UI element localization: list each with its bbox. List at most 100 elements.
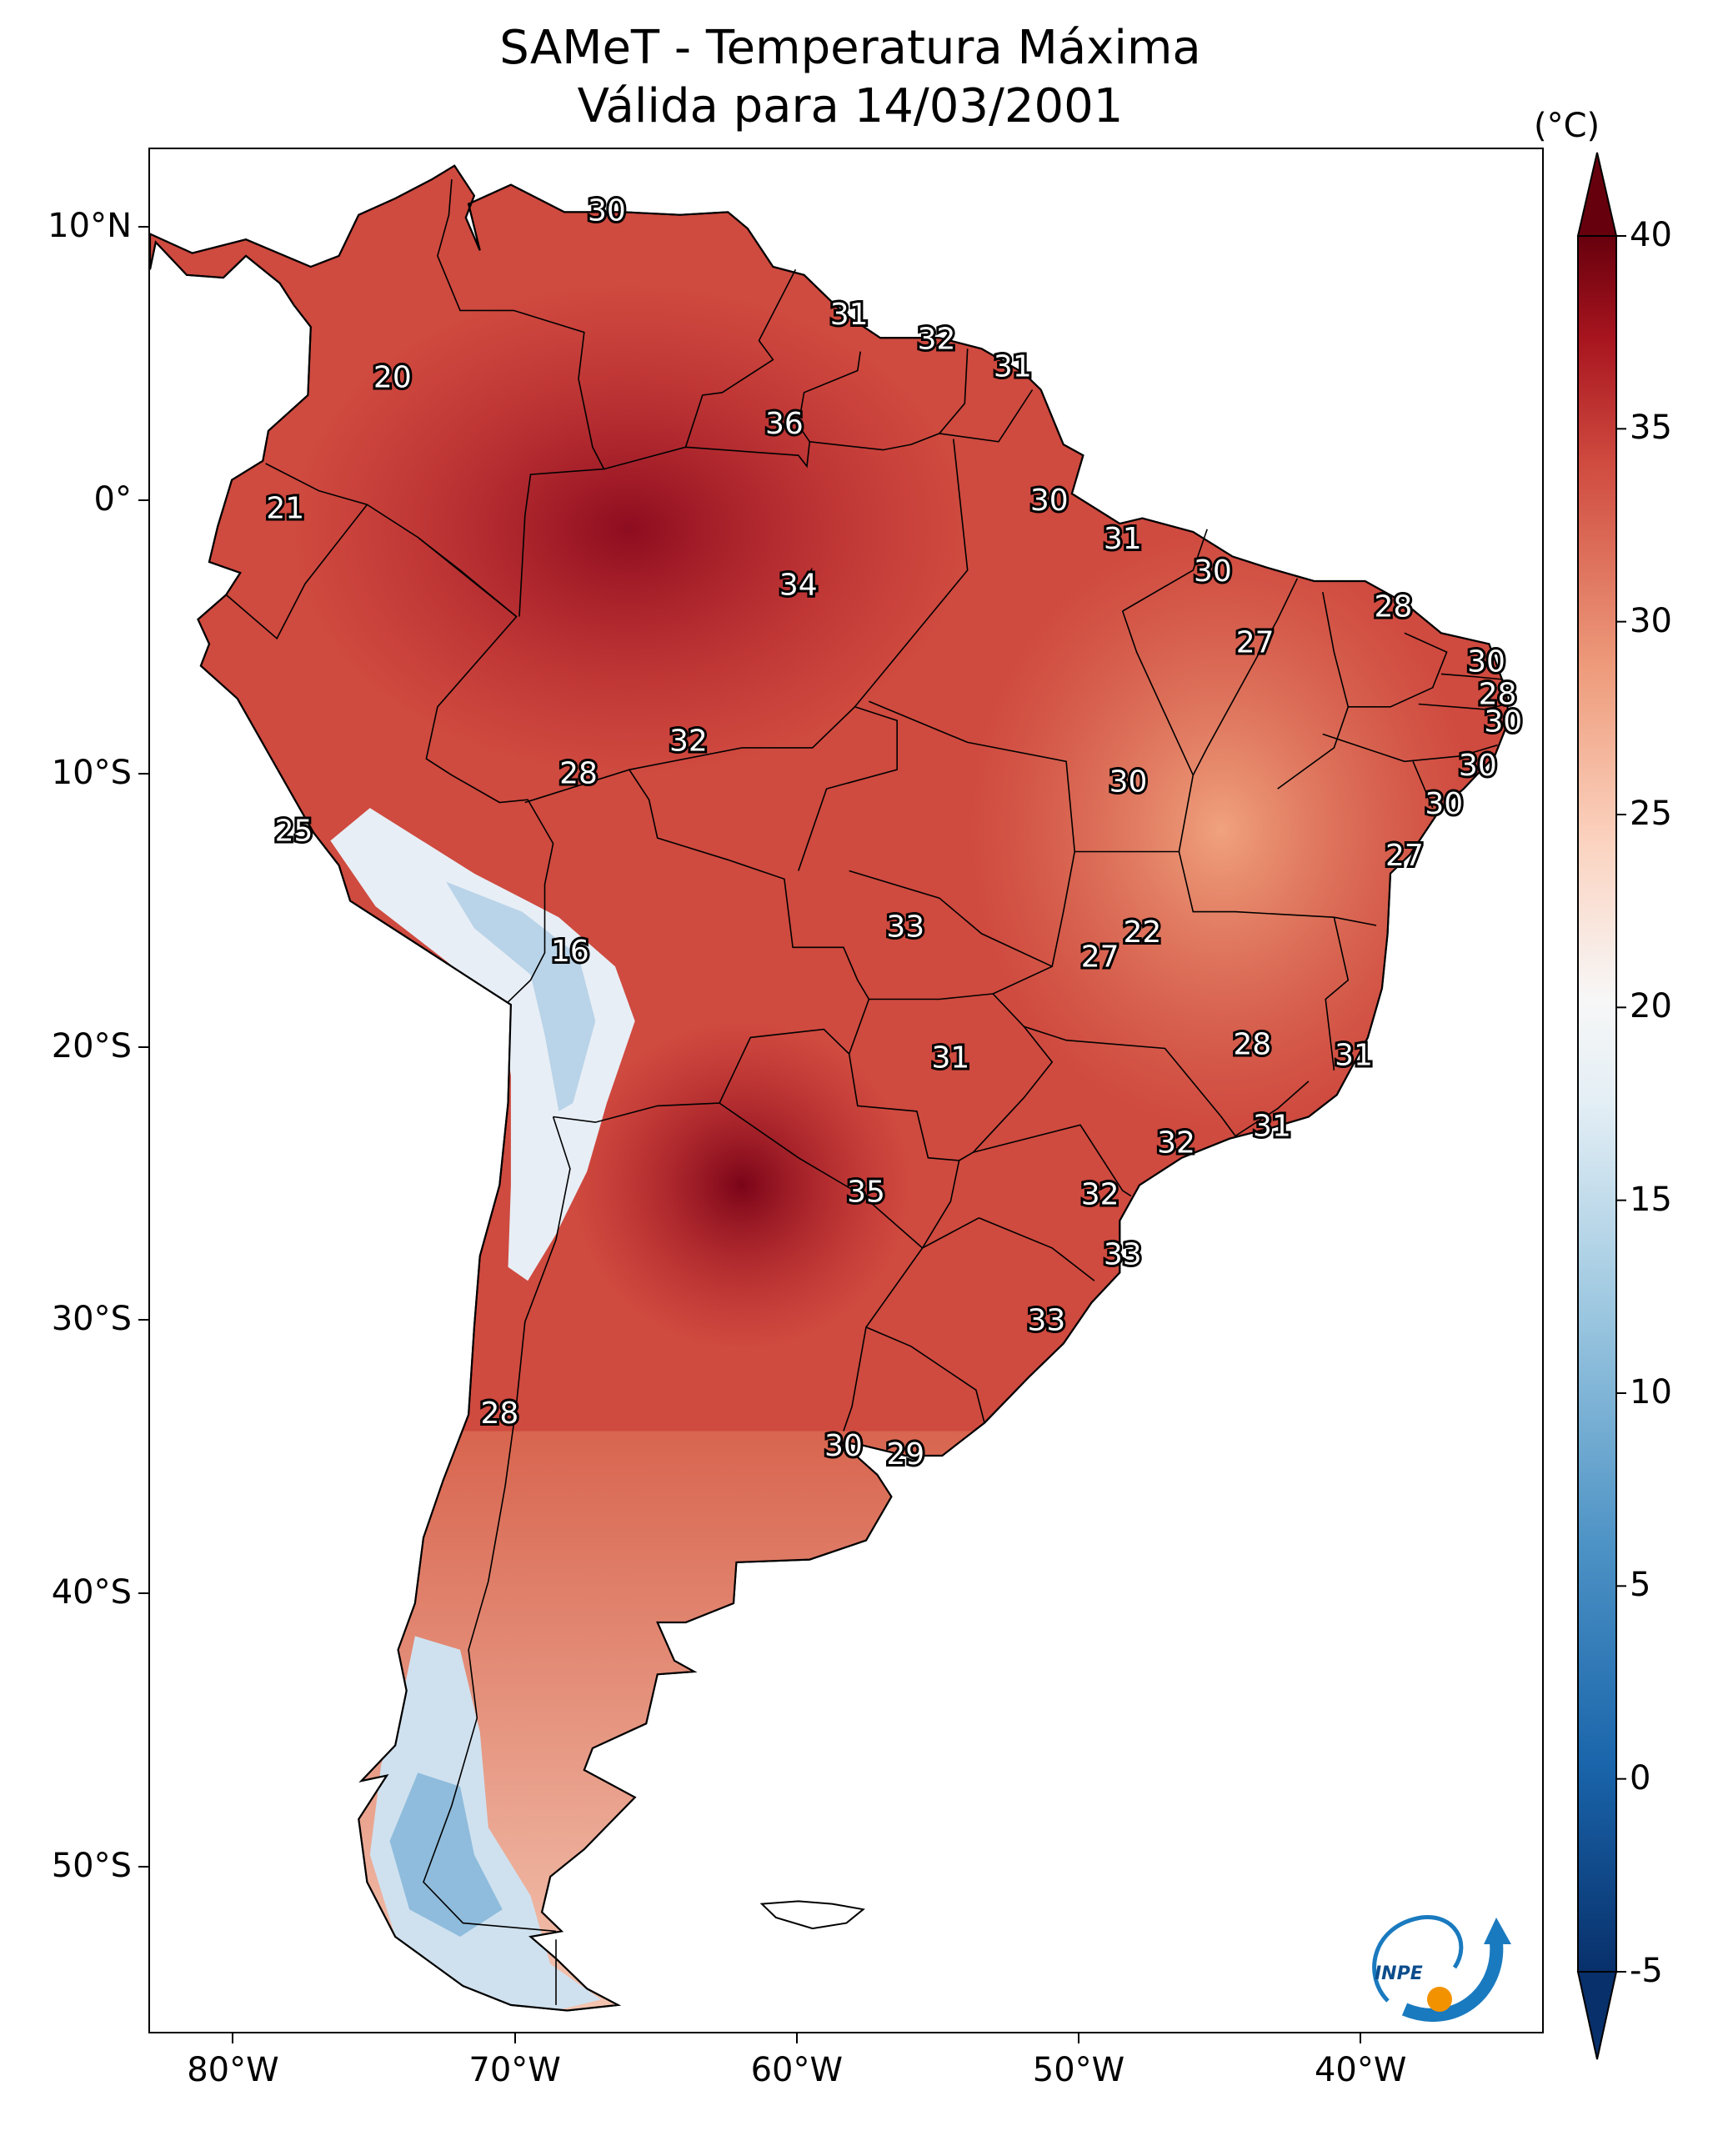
- longitude-tick-label: 40°W: [1314, 2051, 1407, 2089]
- latitude-tick: [138, 1866, 148, 1868]
- latitude-tick: [138, 1319, 148, 1321]
- station-value: 28: [1479, 678, 1517, 712]
- border-line: [869, 700, 1075, 852]
- station-value: 35: [847, 1175, 885, 1209]
- longitude-tick: [232, 2033, 234, 2043]
- station-value: 31: [1253, 1110, 1291, 1144]
- colorbar-tick-label: 40: [1630, 216, 1672, 254]
- coastline: [150, 164, 1510, 2012]
- border-line: [849, 870, 1053, 967]
- border-line: [719, 1053, 960, 1250]
- longitude-tick: [1360, 2033, 1362, 2043]
- colorbar-tick-label: 35: [1630, 409, 1672, 448]
- station-value: 36: [765, 407, 804, 441]
- station-value: 32: [918, 322, 956, 356]
- latitude-tick: [138, 1045, 148, 1048]
- latitude-tick: [138, 772, 148, 775]
- station-value: 30: [1030, 484, 1069, 518]
- colorbar-tick-label: 20: [1630, 987, 1672, 1026]
- station-value: 30: [1194, 554, 1232, 589]
- station-value: 27: [1236, 625, 1275, 659]
- border-line: [854, 439, 969, 708]
- longitude-tick-label: 50°W: [1032, 2051, 1125, 2089]
- station-value: 33: [1104, 1238, 1142, 1272]
- latitude-tick: [138, 1592, 148, 1595]
- colorbar-max-extend: [1576, 152, 1618, 237]
- border-line: [1122, 529, 1208, 612]
- border-line: [1192, 578, 1299, 776]
- station-value: 34: [779, 569, 818, 603]
- longitude-tick-label: 80°W: [187, 2051, 279, 2089]
- station-value: 31: [1104, 522, 1142, 556]
- border-line: [685, 351, 861, 469]
- latitude-tick-label: 50°S: [51, 1847, 132, 1886]
- map-title-line2: Válida para 14/03/2001: [577, 79, 1124, 133]
- station-value: 30: [1484, 704, 1522, 739]
- border-line: [843, 1326, 867, 1431]
- station-value: 27: [1081, 940, 1119, 974]
- temperature-field: [150, 283, 1509, 2011]
- station-value: 28: [480, 1396, 518, 1431]
- station-value: 32: [1157, 1126, 1195, 1160]
- border-line: [1178, 851, 1377, 926]
- border-line: [939, 389, 1034, 443]
- falkland-islands: [759, 1900, 865, 1930]
- station-value: 30: [588, 193, 626, 228]
- colorbar-min-extend: [1576, 1971, 1618, 2060]
- border-line: [1322, 733, 1498, 763]
- station-value: 20: [373, 360, 412, 394]
- border-line: [1418, 703, 1506, 710]
- border-line: [1235, 1081, 1310, 1137]
- longitude-tick-label: 60°W: [750, 2051, 844, 2089]
- border-line: [1412, 760, 1434, 809]
- border-line: [978, 1217, 1095, 1281]
- station-value: 32: [669, 724, 708, 758]
- border-line: [225, 504, 368, 640]
- station-value: 30: [824, 1429, 863, 1463]
- colorbar-unit: (°C): [1534, 107, 1600, 145]
- latitude-tick-label: 10°S: [51, 753, 132, 792]
- colorbar-tick-label: 0: [1630, 1758, 1651, 1798]
- border-line: [1122, 925, 1158, 943]
- station-value: 22: [1123, 915, 1161, 950]
- longitude-tick: [1078, 2033, 1079, 2043]
- border-line: [1348, 632, 1448, 708]
- border-line: [524, 769, 870, 1055]
- map-panel: 30 31 32 31 20 36 21 30 31 30 34 28 27 30 28 30 32 30 28 30…: [148, 148, 1544, 2033]
- station-value: 28: [1233, 1027, 1271, 1061]
- border-line: [959, 1025, 1054, 1161]
- latitude-tick-label: 30°S: [51, 1300, 132, 1339]
- station-value: 25: [275, 815, 313, 849]
- latitude-tick-label: 10°N: [48, 207, 132, 246]
- colorbar-ticks: [1616, 235, 1626, 1973]
- station-value: 31: [932, 1041, 970, 1075]
- station-value: 33: [1028, 1303, 1066, 1337]
- colorbar-tick-label: 25: [1630, 795, 1672, 833]
- border-line: [869, 993, 994, 1000]
- station-value: 27: [1385, 839, 1424, 873]
- colorbar-tick-label: 30: [1630, 601, 1672, 640]
- border-line: [417, 536, 554, 1003]
- colorbar-gradient: [1577, 235, 1617, 1973]
- colorbar-tick-label: -5: [1630, 1952, 1663, 1990]
- border-line: [437, 179, 605, 617]
- station-value: 16: [551, 935, 589, 969]
- station-value: 21: [266, 492, 304, 526]
- longitude-tick: [513, 2033, 516, 2043]
- station-value: 29: [886, 1437, 924, 1472]
- station-value: 28: [1374, 590, 1412, 624]
- latitude-tick-label: 20°S: [51, 1026, 132, 1065]
- station-value: 30: [1467, 644, 1505, 679]
- station-value: 32: [1081, 1178, 1119, 1212]
- border-line: [864, 1217, 985, 1423]
- latitude-tick-label: 0°: [93, 479, 132, 519]
- latitude-tick: [138, 499, 148, 501]
- inpe-logo: INPE: [1372, 1915, 1511, 2023]
- border-line: [809, 348, 969, 451]
- station-value: 30: [1459, 749, 1497, 783]
- latitude-tick: [138, 226, 148, 228]
- border-line: [423, 1116, 571, 1933]
- border-line: [629, 705, 898, 871]
